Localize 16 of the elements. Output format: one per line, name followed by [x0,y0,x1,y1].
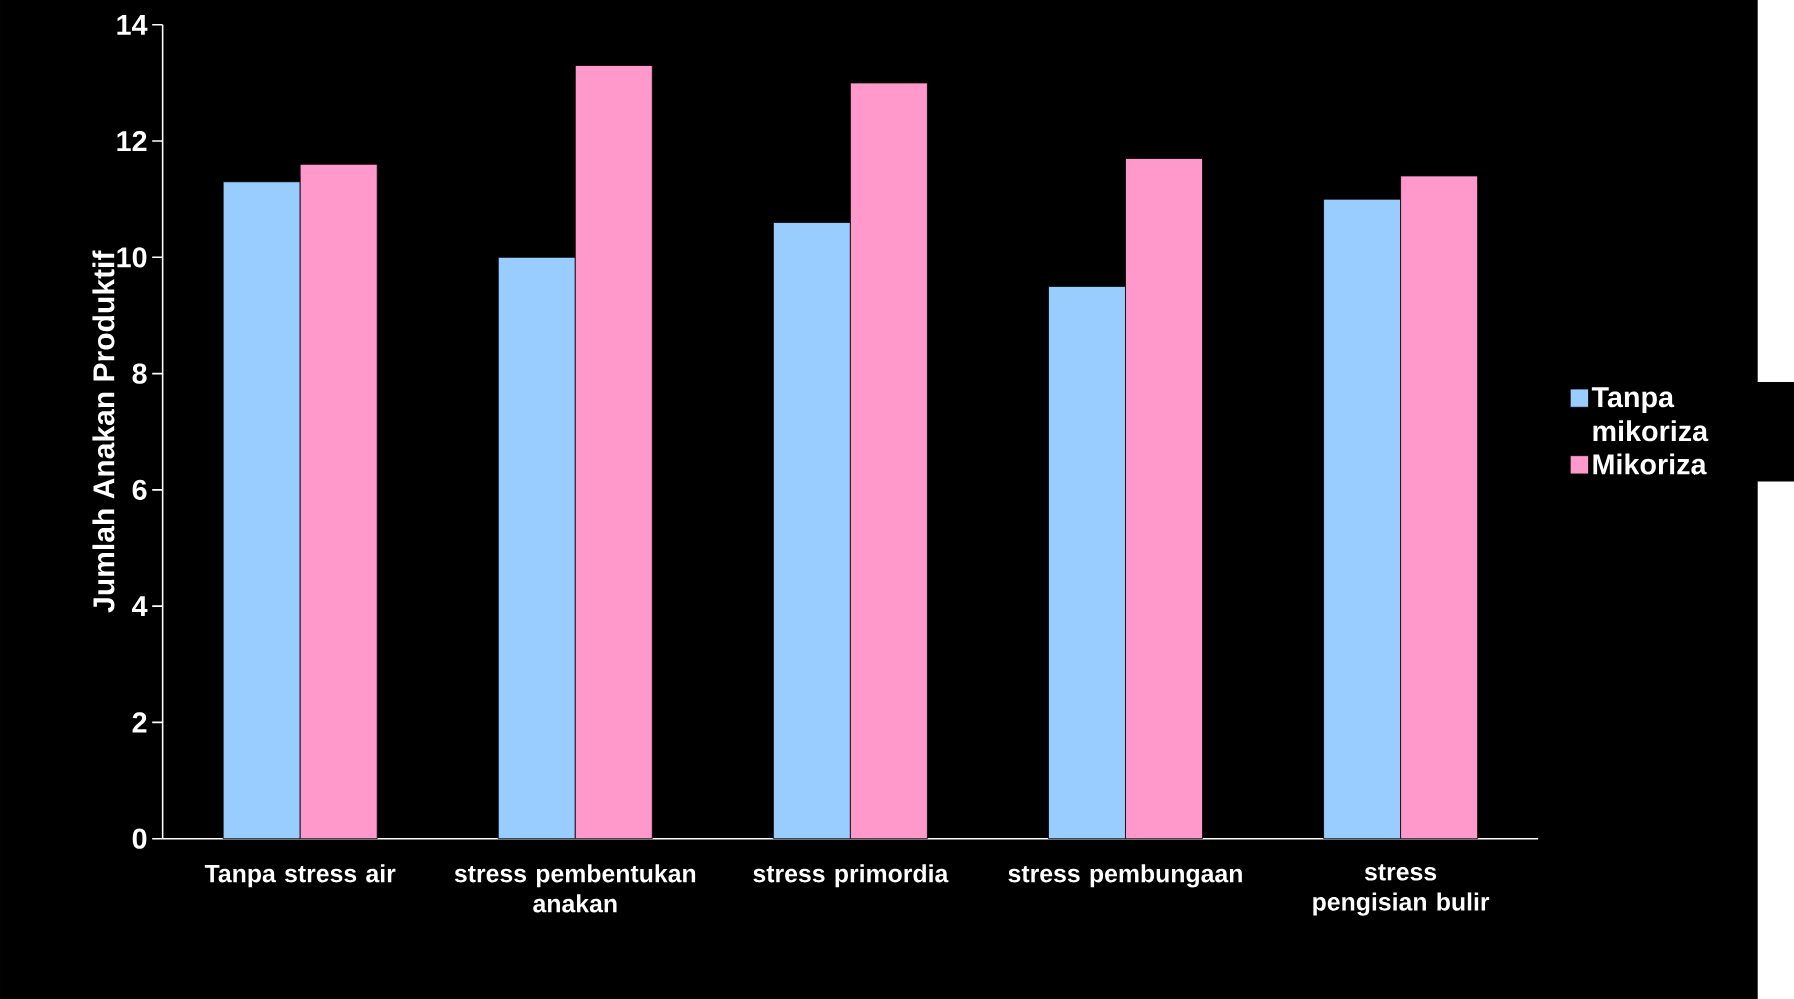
y-tick-label: 6 [132,479,147,500]
y-tick-label: 10 [117,246,147,268]
y-tick-label: 8 [132,363,147,384]
x-tick-label: stress pembentukan anakan [454,864,696,913]
y-tick-label: 12 [117,130,147,151]
x-tick-label: Tanpa stress air [204,864,396,888]
legend-label: Mikoriza [1593,453,1707,475]
y-tick-label: 2 [132,712,147,733]
y-tick-label: 14 [117,14,148,35]
y-tick-label: 0 [132,828,147,849]
x-tick-label: stress primordia [753,864,949,888]
x-tick-label: stress pembungaan [1008,864,1242,888]
legend-label: Tanpa mikoriza [1591,387,1709,442]
y-tick-label: 4 [132,596,148,616]
x-tick-label: stress pengisian bulir [1313,864,1490,916]
y-axis-title: Jumlah Anakan Produktif [92,250,115,613]
